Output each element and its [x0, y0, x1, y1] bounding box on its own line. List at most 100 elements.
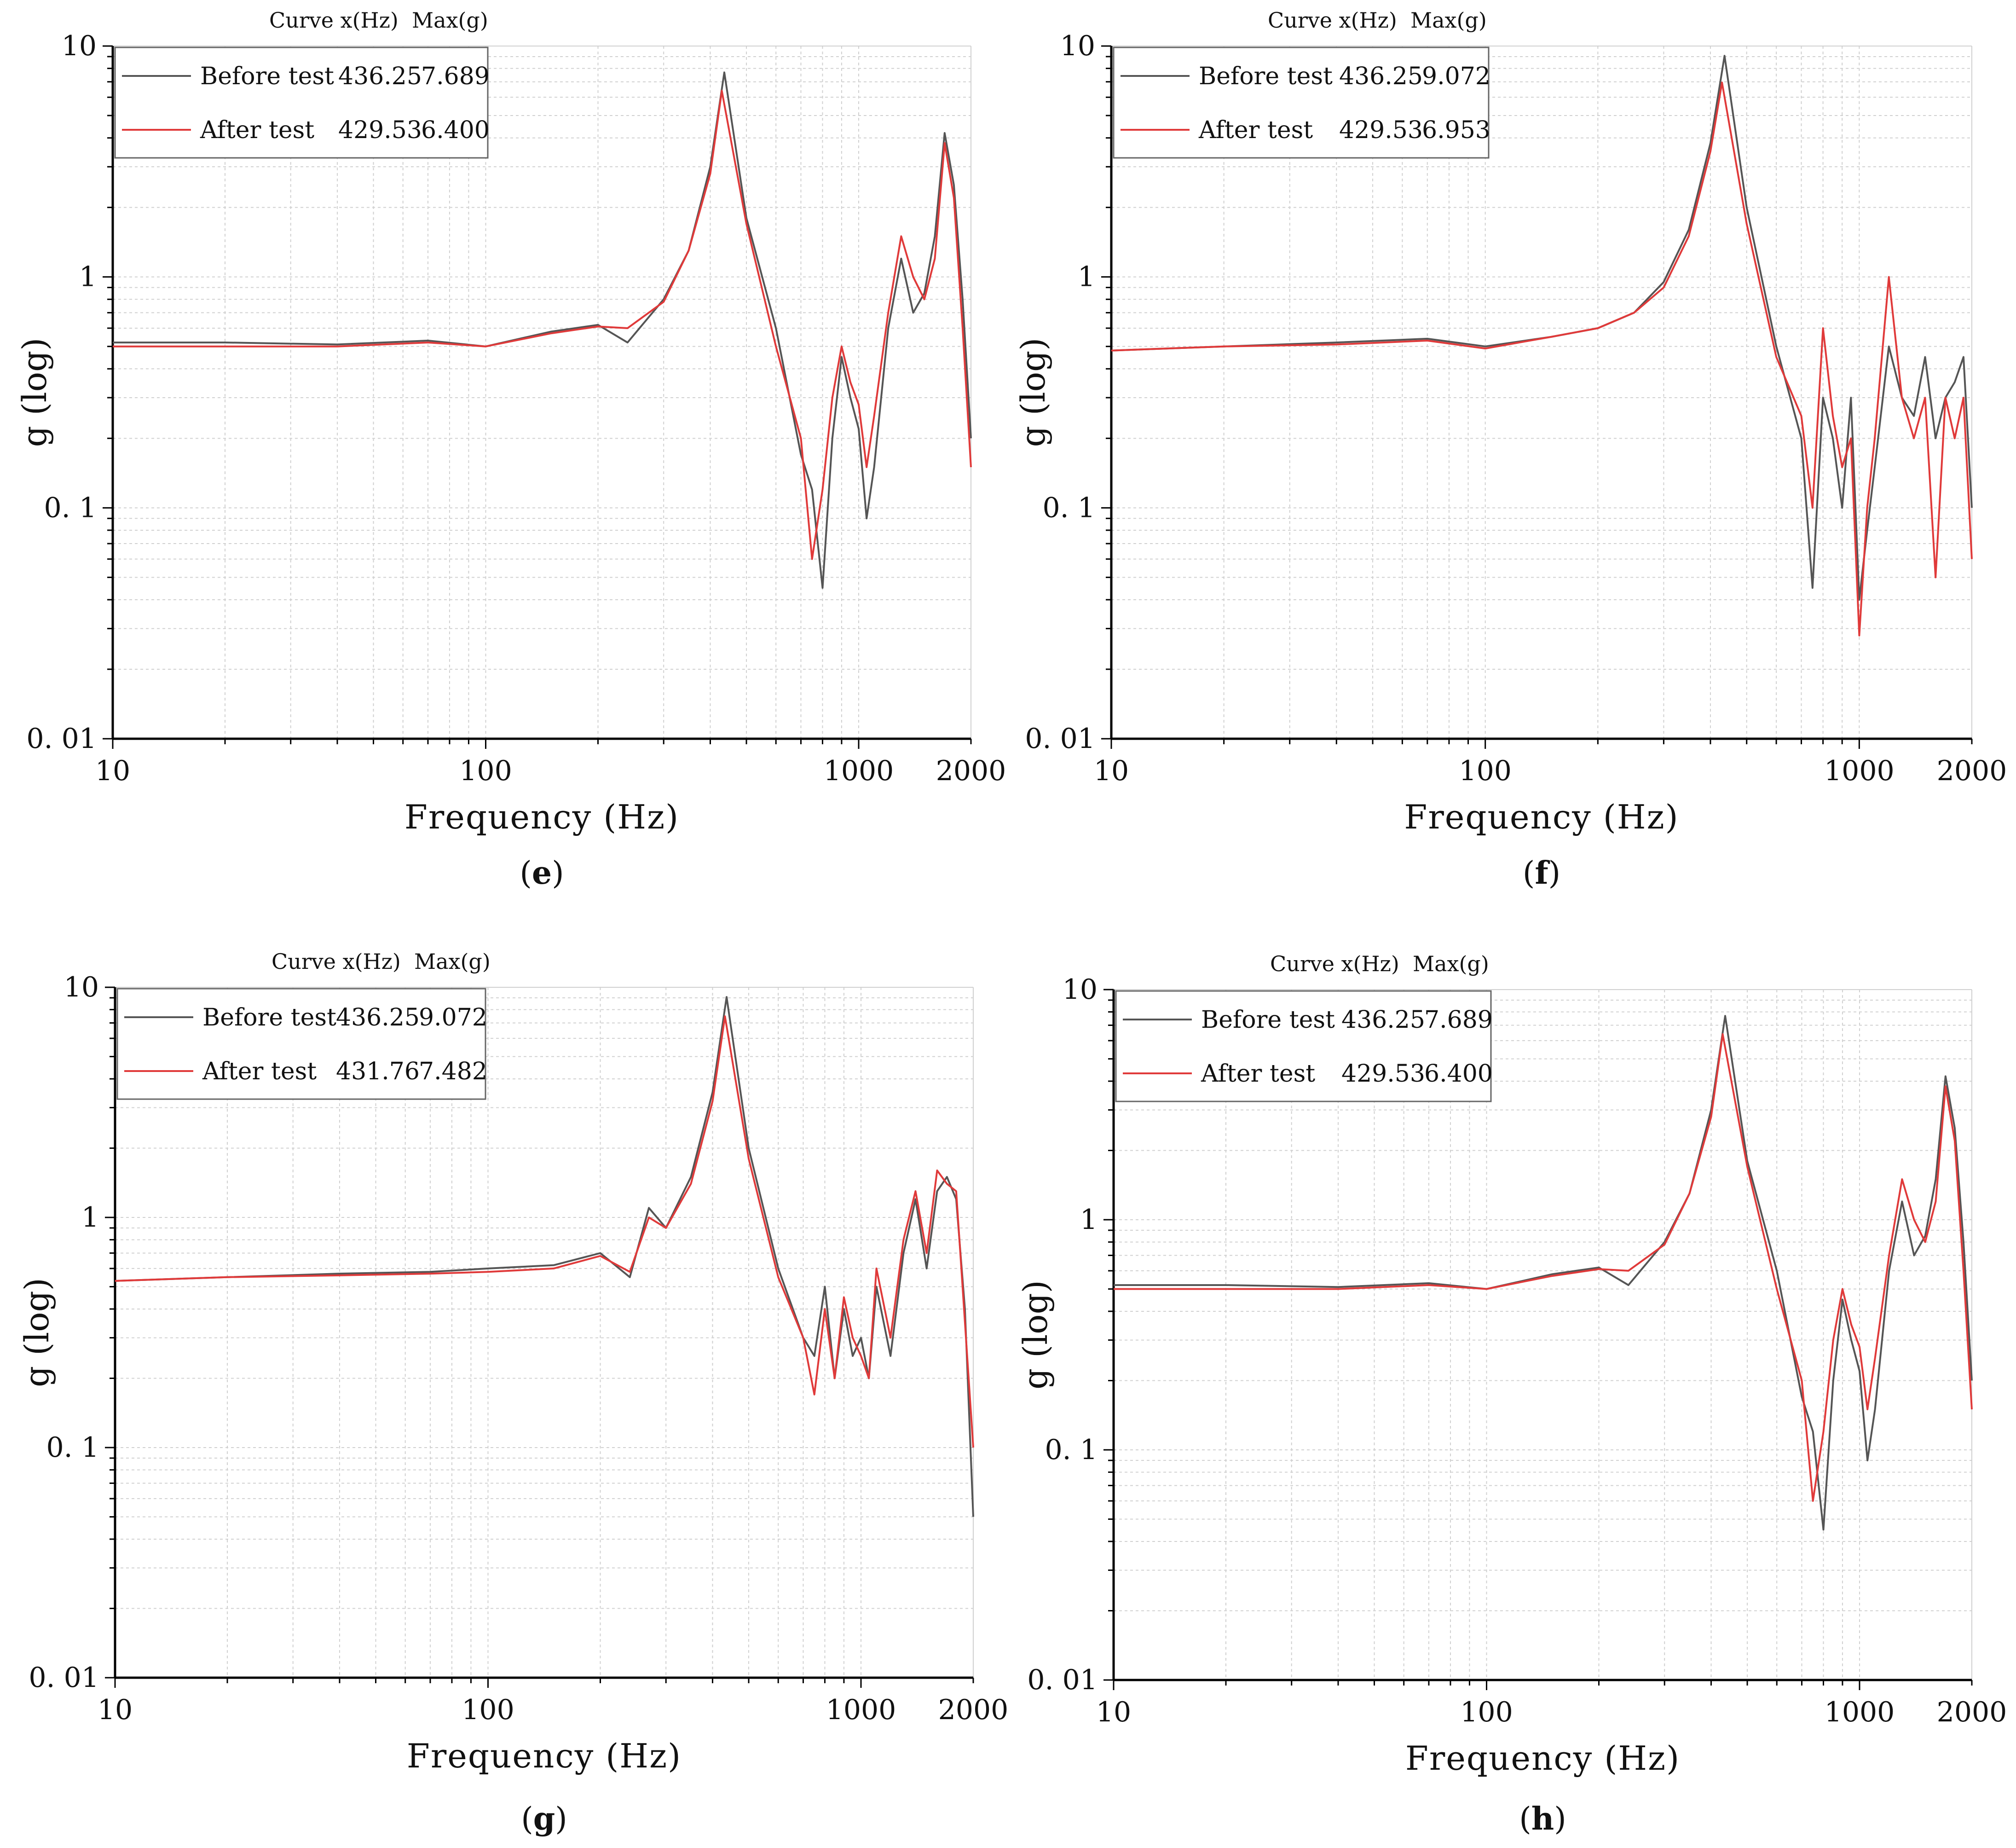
y-tick-label: 0. 01: [29, 1662, 99, 1694]
x-axis-title: Frequency (Hz): [407, 1737, 682, 1775]
legend-max-value: 7.689: [421, 63, 490, 90]
chart-panel-e: 10 100 1000 2000 10 1 0. 1 0. 01 Frequency (Hz) g…: [15, 8, 1006, 892]
legend: Before test 436.257.689 After test 429.536.…: [1115, 990, 1493, 1102]
series-line-before-test: [115, 996, 974, 1517]
legend-max-value: 9.072: [419, 1004, 487, 1031]
legend-header-curve: Curve x(Hz): [1268, 8, 1397, 33]
x-tick-label: 10: [1094, 755, 1129, 787]
legend-label: Before test: [202, 1004, 336, 1031]
series-line-after-test: [115, 1015, 974, 1448]
legend-x-value: 429.53: [338, 116, 422, 144]
panel-caption: (g): [521, 1801, 567, 1837]
legend-max-value: 6.953: [1422, 116, 1490, 144]
series-line-after-test: [1114, 1033, 1973, 1502]
legend: Before test 436.257.689 After test 429.536.…: [114, 46, 490, 159]
legend-x-value: 436.25: [1339, 63, 1423, 90]
legend-box: [1115, 990, 1492, 1102]
legend-max-value: 6.400: [1424, 1060, 1493, 1088]
x-tick-label: 2000: [936, 755, 1006, 787]
legend-max-value: 7.689: [1424, 1006, 1493, 1034]
legend-box: [116, 988, 486, 1100]
legend-header-curve: Curve x(Hz): [271, 949, 401, 974]
y-tick-label: 10: [1063, 973, 1098, 1006]
legend-label: After test: [202, 1058, 317, 1085]
chart-panel-f: 10 100 1000 2000 10 1 0. 1 0. 01 Frequency (Hz) g…: [1014, 8, 2007, 892]
x-tick-label: 2000: [938, 1694, 1009, 1726]
legend-label: After test: [1201, 1060, 1315, 1088]
panel-label: h: [1531, 1801, 1554, 1837]
y-axis-title: g (log): [15, 338, 54, 447]
legend-max-value: 7.482: [419, 1058, 487, 1085]
legend-label: Before test: [1199, 63, 1333, 90]
x-tick-label: 2000: [1937, 755, 2007, 787]
legend: Before test 436.259.072 After test 429.536.…: [1113, 46, 1490, 159]
legend-max-value: 9.072: [1422, 63, 1490, 90]
legend-x-value: 436.25: [1341, 1006, 1425, 1034]
y-tick-label: 1: [1080, 1204, 1098, 1236]
panel-caption: (h): [1519, 1801, 1566, 1837]
panel-label: g: [533, 1801, 555, 1837]
legend-label: Before test: [200, 63, 334, 90]
panel-caption: (e): [520, 855, 564, 892]
panel-label: f: [1535, 855, 1550, 892]
y-tick-label: 0. 01: [1027, 1664, 1098, 1696]
x-axis-title: Frequency (Hz): [404, 798, 679, 836]
x-tick-label: 10: [95, 755, 130, 787]
legend-box: [114, 46, 489, 159]
x-axis-title: Frequency (Hz): [1405, 1739, 1680, 1778]
y-tick-label: 1: [81, 1201, 99, 1234]
y-axis-title: g (log): [1014, 338, 1052, 447]
legend-max-value: 6.400: [421, 116, 490, 144]
legend-header-curve: Curve x(Hz): [269, 8, 399, 33]
panel-label: e: [532, 855, 552, 892]
grid: [1114, 990, 1972, 1680]
y-tick-label: 10: [1060, 30, 1095, 62]
y-tick-label: 0. 01: [1025, 723, 1095, 755]
legend: Before test 436.259.072 After test 431.767.…: [116, 988, 487, 1100]
legend-header-max: Max(g): [1410, 8, 1487, 33]
x-tick-label: 100: [1460, 1696, 1513, 1728]
series-line-after-test: [113, 90, 972, 560]
legend-header-max: Max(g): [1413, 951, 1489, 976]
legend-header-max: Max(g): [414, 949, 491, 974]
y-tick-label: 0. 1: [1045, 1434, 1098, 1466]
y-tick-label: 1: [1078, 261, 1095, 293]
panel-caption: (f): [1523, 855, 1560, 892]
chart-panel-h: 10 100 1000 2000 10 1 0. 1 0. 01 Frequency (Hz) g…: [1016, 951, 2007, 1837]
y-tick-label: 0. 1: [1043, 492, 1096, 524]
y-axis-title: g (log): [1016, 1280, 1055, 1390]
legend-box: [1113, 46, 1490, 159]
legend-label: Before test: [1201, 1006, 1335, 1034]
legend-header-curve: Curve x(Hz): [1270, 951, 1399, 976]
y-tick-label: 1: [79, 261, 97, 293]
x-tick-label: 100: [1459, 755, 1512, 787]
x-tick-label: 1000: [826, 1694, 896, 1726]
legend-x-value: 436.25: [338, 63, 422, 90]
legend-label: After test: [200, 116, 314, 144]
y-tick-label: 0. 1: [44, 492, 97, 524]
legend-x-value: 431.76: [336, 1058, 420, 1085]
x-axis-title: Frequency (Hz): [1404, 798, 1679, 836]
x-tick-label: 2000: [1937, 1696, 2007, 1728]
legend-label: After test: [1198, 116, 1313, 144]
x-tick-label: 10: [1096, 1696, 1131, 1728]
y-tick-label: 10: [64, 971, 99, 1003]
y-axis-title: g (log): [17, 1278, 56, 1387]
chart-panel-g: 10 100 1000 2000 10 1 0. 1 0. 01 Frequency (Hz) g…: [17, 949, 1008, 1837]
legend-x-value: 429.53: [1341, 1060, 1425, 1088]
legend-x-value: 429.53: [1339, 116, 1423, 144]
x-tick-label: 1000: [824, 755, 894, 787]
legend-header-max: Max(g): [412, 8, 488, 33]
x-tick-label: 1000: [1825, 1696, 1895, 1728]
series-line-after-test: [1111, 81, 1973, 637]
y-tick-label: 0. 01: [26, 723, 97, 755]
y-tick-label: 0. 1: [46, 1431, 99, 1464]
x-tick-label: 100: [462, 1694, 514, 1726]
grid: [115, 987, 973, 1678]
legend-x-value: 436.25: [336, 1004, 420, 1031]
x-tick-label: 10: [98, 1694, 133, 1726]
y-tick-label: 10: [62, 30, 97, 62]
x-tick-label: 100: [459, 755, 512, 787]
x-tick-label: 1000: [1824, 755, 1895, 787]
